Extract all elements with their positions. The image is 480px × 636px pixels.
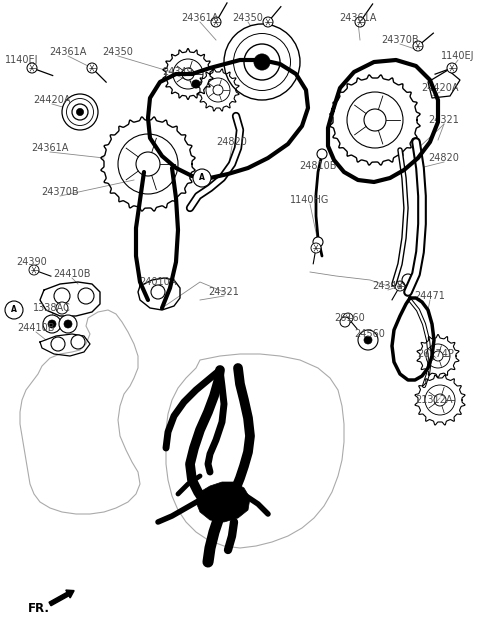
Text: 24361A: 24361A bbox=[339, 13, 377, 23]
Text: 24820: 24820 bbox=[429, 153, 459, 163]
Text: 1140EJ: 1140EJ bbox=[5, 55, 39, 65]
Text: 24390: 24390 bbox=[17, 257, 48, 267]
Circle shape bbox=[78, 288, 94, 304]
Circle shape bbox=[59, 315, 77, 333]
Text: 1140EJ: 1140EJ bbox=[441, 51, 475, 61]
Text: 24420A: 24420A bbox=[33, 95, 71, 105]
Circle shape bbox=[211, 17, 221, 27]
Circle shape bbox=[48, 320, 56, 328]
Text: 24420A: 24420A bbox=[421, 83, 459, 93]
Circle shape bbox=[64, 320, 72, 328]
Polygon shape bbox=[196, 482, 250, 522]
Circle shape bbox=[395, 281, 405, 291]
Text: 24350: 24350 bbox=[103, 47, 133, 57]
Text: 21312A: 21312A bbox=[415, 395, 453, 405]
Circle shape bbox=[224, 24, 300, 100]
Text: A: A bbox=[11, 305, 17, 314]
Text: 26174P: 26174P bbox=[418, 349, 455, 359]
Circle shape bbox=[5, 301, 23, 319]
Text: 24410B: 24410B bbox=[53, 269, 91, 279]
Text: 26160: 26160 bbox=[335, 313, 365, 323]
Circle shape bbox=[447, 63, 457, 73]
Text: 24560: 24560 bbox=[355, 329, 385, 339]
Text: 24820: 24820 bbox=[216, 137, 247, 147]
Text: 24471: 24471 bbox=[415, 291, 445, 301]
Circle shape bbox=[29, 265, 39, 275]
Circle shape bbox=[313, 237, 323, 247]
Circle shape bbox=[76, 108, 84, 116]
Text: A: A bbox=[199, 174, 205, 183]
Circle shape bbox=[193, 169, 211, 187]
Circle shape bbox=[364, 336, 372, 344]
Circle shape bbox=[311, 243, 321, 253]
Circle shape bbox=[54, 288, 70, 304]
Circle shape bbox=[317, 149, 327, 159]
Circle shape bbox=[358, 330, 378, 350]
Text: 24370B: 24370B bbox=[41, 187, 79, 197]
Text: 24810B: 24810B bbox=[299, 161, 337, 171]
Circle shape bbox=[56, 302, 68, 314]
Circle shape bbox=[343, 313, 353, 323]
Text: 24349: 24349 bbox=[163, 67, 193, 77]
Text: 24321: 24321 bbox=[209, 287, 240, 297]
Text: 1338AC: 1338AC bbox=[33, 303, 71, 313]
Circle shape bbox=[340, 317, 350, 327]
Text: 24361A: 24361A bbox=[31, 143, 69, 153]
Circle shape bbox=[62, 94, 98, 130]
Text: 24410B: 24410B bbox=[17, 323, 55, 333]
Circle shape bbox=[27, 63, 37, 73]
Circle shape bbox=[71, 335, 85, 349]
Circle shape bbox=[413, 41, 423, 51]
Circle shape bbox=[51, 337, 65, 351]
Circle shape bbox=[263, 17, 273, 27]
Circle shape bbox=[355, 17, 365, 27]
Text: 24361A: 24361A bbox=[181, 13, 219, 23]
FancyArrow shape bbox=[49, 590, 74, 605]
Text: 24348: 24348 bbox=[372, 281, 403, 291]
Text: 1140HG: 1140HG bbox=[290, 195, 330, 205]
Text: 24361A: 24361A bbox=[49, 47, 87, 57]
Circle shape bbox=[151, 285, 165, 299]
Circle shape bbox=[192, 80, 200, 88]
Text: 24350: 24350 bbox=[233, 13, 264, 23]
Circle shape bbox=[87, 63, 97, 73]
Text: 24321: 24321 bbox=[429, 115, 459, 125]
Text: 24010A: 24010A bbox=[139, 277, 177, 287]
Circle shape bbox=[43, 315, 61, 333]
Text: FR.: FR. bbox=[28, 602, 50, 614]
Text: 24370B: 24370B bbox=[381, 35, 419, 45]
Circle shape bbox=[254, 54, 270, 70]
